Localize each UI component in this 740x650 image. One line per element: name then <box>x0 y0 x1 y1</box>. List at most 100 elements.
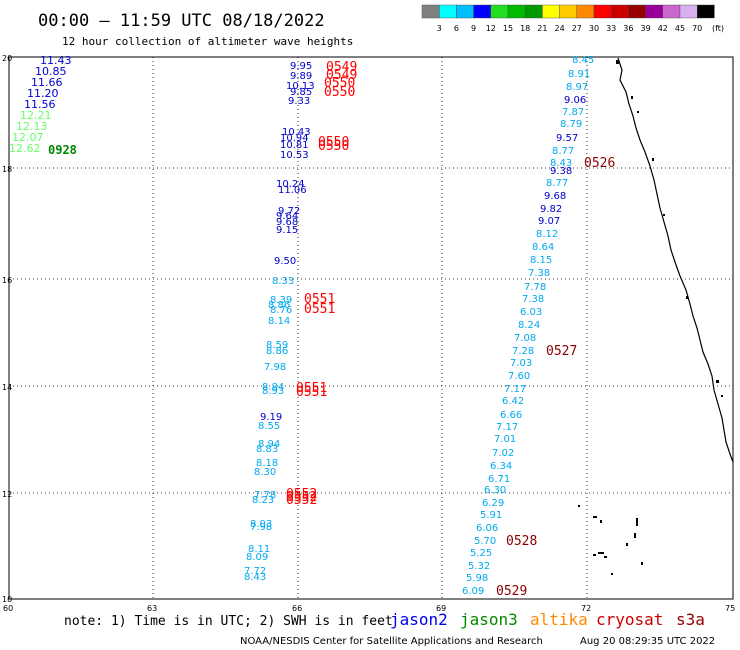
colorbar-swatch <box>542 4 560 19</box>
wave-height-label: 8.94 <box>258 439 280 450</box>
coastline <box>617 57 734 463</box>
wave-height-label: 5.32 <box>468 561 490 572</box>
wave-height-label: 6.30 <box>484 485 506 496</box>
wave-height-label: 8.18 <box>256 458 278 469</box>
wave-height-label: 7.01 <box>494 434 516 445</box>
wave-height-label: 8.12 <box>536 229 558 240</box>
colorbar-tick-label: 3 <box>437 24 442 33</box>
colorbar-tick-label: 24 <box>555 24 565 33</box>
wave-height-label: 6.06 <box>476 523 498 534</box>
wave-height-label: 8.79 <box>560 119 582 130</box>
wave-height-label: 10.85 <box>35 65 67 78</box>
wave-height-label: 8.33 <box>272 276 294 287</box>
colorbar-swatch <box>611 4 629 19</box>
wave-height-label: 9.38 <box>550 166 572 177</box>
pass-time-label: 0528 <box>506 534 537 549</box>
page-subtitle: 12 hour collection of altimeter wave hei… <box>62 35 353 48</box>
credit-text: NOAA/NESDIS Center for Satellite Applica… <box>240 636 543 647</box>
wave-height-label: 11.20 <box>27 87 59 100</box>
wave-height-label: 11.66 <box>31 76 63 89</box>
pass-time-label: 0550 <box>318 135 349 150</box>
colorbar-swatch <box>645 4 663 19</box>
colorbar-tick-label: 45 <box>675 24 685 33</box>
y-tick-label: 10 <box>2 595 12 604</box>
wave-height-label: 6.71 <box>488 474 510 485</box>
colorbar: 3 6 9 12 15 18 21 24 27 30 33 36 39 42 45 70 <box>421 4 715 33</box>
wave-height-label: 8.03 <box>250 519 272 530</box>
wave-height-label: 7.98 <box>250 522 272 533</box>
wave-height-label: 8.86 <box>268 300 290 311</box>
wave-height-label: 8.91 <box>568 69 590 80</box>
grid <box>9 57 733 599</box>
wave-height-label: 9.19 <box>260 412 282 423</box>
wave-height-label: 7.38 <box>528 268 550 279</box>
wave-height-label: 10.43 <box>282 127 311 138</box>
pass-time-label: 0549 <box>326 60 357 75</box>
wave-height-label: 6.09 <box>462 586 484 597</box>
pass-time-label: 0551 <box>304 292 335 307</box>
pass-time-label: 0552 <box>286 490 317 505</box>
wave-height-label: 8.09 <box>246 552 268 563</box>
wave-height-label: 5.25 <box>470 548 492 559</box>
pass-time-label: 0928 <box>48 143 77 157</box>
colorbar-swatch <box>662 4 681 19</box>
colorbar-tick-label: 6 <box>454 24 459 33</box>
wave-height-label: 8.97 <box>566 82 588 93</box>
wave-height-label: 9.68 <box>276 217 298 228</box>
legend-cryosat: cryosat <box>596 610 663 629</box>
wave-height-label: 10.94 <box>280 133 309 144</box>
wave-height-label: 8.59 <box>266 340 288 351</box>
x-tick-label: 72 <box>581 604 591 613</box>
pass-time-label: 0529 <box>496 584 527 599</box>
wave-height-label: 8.83 <box>256 444 278 455</box>
wave-height-label: 5.70 <box>474 536 496 547</box>
wave-height-label: 8.24 <box>518 320 540 331</box>
colorbar-swatch <box>679 4 698 19</box>
x-tick-label: 63 <box>147 604 157 613</box>
wave-height-label: 9.82 <box>540 204 562 215</box>
wave-height-label: 8.93 <box>262 386 284 397</box>
pass-time-label: 0550 <box>318 139 349 154</box>
wave-height-label: 6.66 <box>500 410 522 421</box>
coastline-islands <box>578 60 723 575</box>
wave-height-label: 12.07 <box>12 131 44 144</box>
wave-height-label: 8.30 <box>254 467 276 478</box>
wave-height-label: 9.50 <box>274 256 296 267</box>
wave-height-label: 8.55 <box>258 421 280 432</box>
pass-time-label: 0526 <box>584 156 615 171</box>
colorbar-tick-label: 21 <box>537 24 547 33</box>
x-tick-label: 60 <box>3 604 13 613</box>
colorbar-tick-label: 9 <box>471 24 476 33</box>
pass-time-label: 0549 <box>326 68 357 83</box>
note-text: note: 1) Time is in UTC; 2) SWH is in fe… <box>64 614 393 629</box>
colorbar-tick-label: 12 <box>486 24 496 33</box>
wave-height-label: 9.15 <box>276 225 298 236</box>
wave-height-label: 8.23 <box>252 495 274 506</box>
wave-height-label: 10.53 <box>280 150 309 161</box>
wave-height-label: 9.72 <box>278 206 300 217</box>
wave-height-label: 12.21 <box>20 109 52 122</box>
pass-time-label: 0551 <box>296 381 327 396</box>
wave-height-label: 8.14 <box>268 316 290 327</box>
colorbar-unit: (ft) <box>712 24 724 33</box>
wave-height-label: 10.24 <box>276 179 305 190</box>
wave-height-label: 6.42 <box>502 396 524 407</box>
colorbar-swatch <box>576 4 595 19</box>
x-tick-label: 69 <box>436 604 446 613</box>
legend-jason3: jason3 <box>460 610 518 629</box>
wave-height-label: 7.28 <box>512 346 534 357</box>
pass-time-label: 0551 <box>296 385 327 400</box>
x-tick-label: 66 <box>292 604 302 613</box>
wave-height-label: 8.76 <box>270 305 292 316</box>
wave-height-label: 7.98 <box>264 362 286 373</box>
wave-height-label: 8.15 <box>530 255 552 266</box>
colorbar-swatch <box>490 4 509 19</box>
wave-height-label: 7.78 <box>254 490 276 501</box>
pass-time-label: 0551 <box>304 302 335 317</box>
colorbar-tick-label: 27 <box>572 24 582 33</box>
colorbar-tick-label: 30 <box>589 24 599 33</box>
wave-height-label: 7.38 <box>522 294 544 305</box>
wave-height-label: 9.68 <box>544 191 566 202</box>
